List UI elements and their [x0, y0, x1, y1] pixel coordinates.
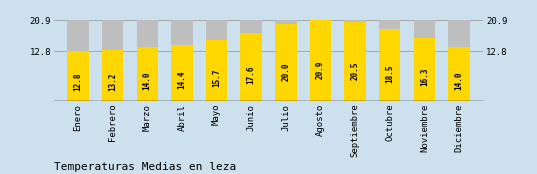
Bar — [310, 20, 331, 101]
Bar — [310, 20, 331, 101]
Bar — [241, 33, 262, 101]
Text: 16.3: 16.3 — [420, 68, 429, 86]
Text: 17.6: 17.6 — [246, 66, 256, 84]
Text: 14.0: 14.0 — [143, 71, 152, 90]
Text: 20.9: 20.9 — [316, 61, 325, 80]
Text: 20.0: 20.0 — [281, 62, 291, 81]
Text: 15.7: 15.7 — [212, 69, 221, 87]
Text: 14.4: 14.4 — [177, 70, 186, 89]
Bar — [413, 38, 435, 101]
Text: 13.2: 13.2 — [108, 72, 117, 91]
Bar — [448, 20, 470, 101]
Text: 14.0: 14.0 — [454, 71, 463, 90]
Bar — [241, 20, 262, 101]
Bar — [379, 29, 401, 101]
Bar — [275, 20, 296, 101]
Bar — [448, 47, 470, 101]
Text: Temperaturas Medias en leza: Temperaturas Medias en leza — [54, 162, 236, 172]
Bar — [102, 20, 124, 101]
Bar — [413, 20, 435, 101]
Bar — [206, 20, 227, 101]
Bar — [344, 20, 366, 101]
Bar — [275, 24, 296, 101]
Bar — [344, 22, 366, 101]
Bar — [136, 47, 158, 101]
Bar — [136, 20, 158, 101]
Bar — [379, 20, 401, 101]
Bar — [102, 50, 124, 101]
Bar — [67, 20, 89, 101]
Bar — [67, 52, 89, 101]
Text: 20.5: 20.5 — [351, 62, 360, 80]
Bar — [171, 20, 193, 101]
Bar — [171, 45, 193, 101]
Text: 12.8: 12.8 — [74, 73, 83, 91]
Bar — [206, 40, 227, 101]
Text: 18.5: 18.5 — [385, 65, 394, 83]
